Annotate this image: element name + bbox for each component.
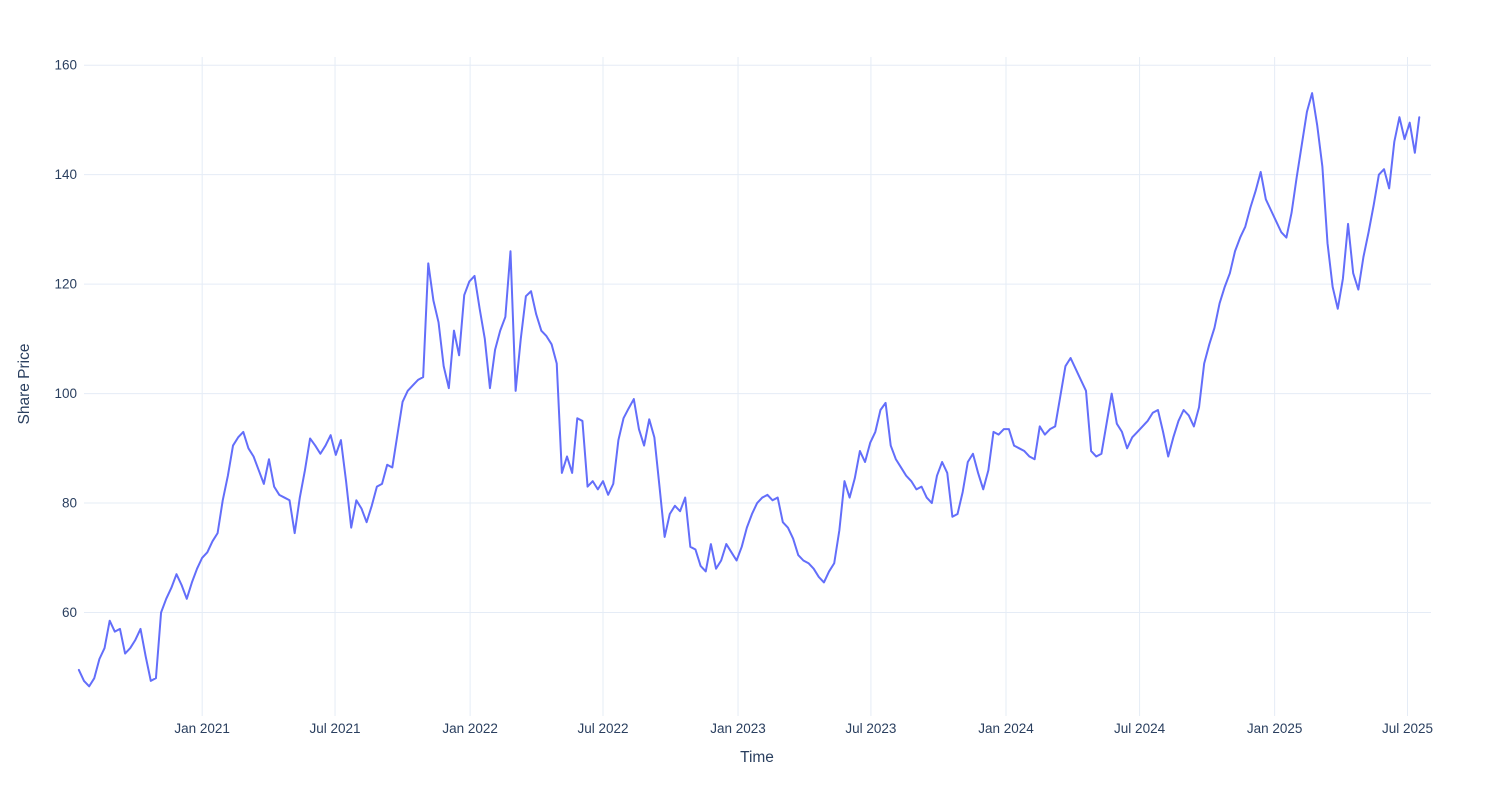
- tick-layer: 60 80 100 120 140 160 Jan 2021 Jul 2021 Jan 2022…: [54, 58, 1433, 736]
- x-tick-label: Jan 2022: [442, 721, 498, 736]
- x-tick-label: Jul 2022: [577, 721, 628, 736]
- x-tick-label: Jan 2024: [978, 721, 1034, 736]
- y-tick-label: 120: [54, 277, 77, 292]
- x-tick-label: Jul 2024: [1114, 721, 1166, 736]
- price-line[interactable]: [77, 92, 1421, 688]
- y-tick-label: 80: [62, 496, 77, 511]
- x-tick-label: Jan 2025: [1247, 721, 1303, 736]
- x-tick-label: Jul 2023: [845, 721, 896, 736]
- x-tick-label: Jul 2021: [310, 721, 361, 736]
- y-tick-label: 60: [62, 605, 77, 620]
- x-tick-label: Jan 2021: [174, 721, 230, 736]
- x-axis-title: Time: [740, 749, 774, 766]
- y-axis-title: Share Price: [16, 344, 33, 425]
- series-layer: [77, 92, 1421, 688]
- y-tick-label: 100: [54, 386, 77, 401]
- y-tick-label: 140: [54, 167, 77, 182]
- x-tick-label: Jan 2023: [710, 721, 766, 736]
- y-tick-label: 160: [54, 58, 77, 73]
- x-tick-label: Jul 2025: [1382, 721, 1433, 736]
- grid-layer: [84, 57, 1431, 716]
